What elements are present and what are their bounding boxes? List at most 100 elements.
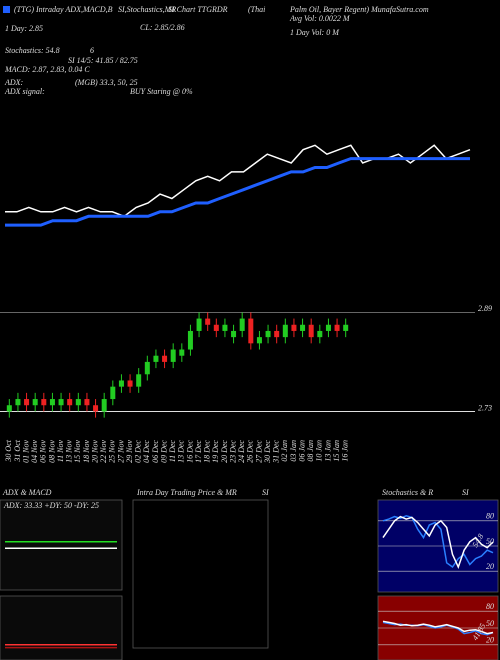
panel-box [0, 595, 123, 660]
x-tick-label: 24 Dec [237, 440, 246, 463]
x-tick-label: 13 Nov [65, 440, 74, 463]
x-tick-label: 27 Nov [116, 440, 125, 463]
x-tick-label: 02 Dec [134, 440, 143, 463]
header-text: SI,Stochastics,MR [118, 5, 176, 14]
header-text: (TTG) Intraday ADX,MACD,B [14, 5, 113, 14]
panel-subtitle: SI [462, 488, 469, 497]
candle-body [256, 337, 262, 344]
candle-body [334, 324, 340, 331]
y-tick-label: 2.73 [478, 403, 492, 412]
x-tick-label: 10 Jan [315, 440, 324, 462]
x-tick-label: 16 Dec [185, 440, 194, 463]
series-line [382, 621, 494, 636]
x-tick-label: 26 Dec [246, 440, 255, 463]
x-tick-label: 13 Dec [177, 440, 186, 463]
header-text: ADX: [4, 78, 24, 87]
candle-body [213, 324, 219, 331]
x-tick-label: 17 Dec [194, 440, 203, 463]
x-tick-label: 08 Nov [47, 440, 56, 463]
candle-body [41, 399, 47, 406]
x-tick-label: 15 Jan [332, 440, 341, 462]
candle-body [187, 330, 193, 350]
x-tick-label: 18 Dec [203, 440, 212, 463]
x-tick-label: 06 Jan [297, 440, 306, 462]
x-tick-label: 27 Dec [254, 440, 263, 463]
candle-body [265, 330, 271, 338]
panel-title: Stochastics & R [382, 488, 433, 497]
y-tick-label: 80 [486, 602, 494, 611]
candle-body [239, 318, 245, 331]
header-text: BUY Staring @ 0% [130, 87, 193, 96]
y-tick-label: 2.89 [478, 304, 492, 313]
header-text: Avg Vol: 0.0022 M [289, 14, 351, 23]
candle-body [153, 355, 159, 362]
candle-body [32, 399, 38, 406]
header-text: 1 Day Vol: 0 M [290, 28, 340, 37]
header-text: (MGB) 33.3, 50, 25 [75, 78, 138, 87]
header-text: CL: 2.85/2.86 [140, 23, 185, 32]
y-tick-label: 80 [486, 512, 494, 521]
x-tick-label: 11 Nov [56, 440, 65, 463]
candle-body [127, 380, 133, 387]
candle-body [343, 324, 349, 331]
header-text: SI 14/5: 41.85 / 82.75 [68, 56, 138, 65]
candle-body [136, 374, 142, 387]
candle-body [300, 324, 306, 331]
x-tick-label: 01 Nov [21, 440, 30, 463]
candle-body [24, 399, 30, 406]
header-text: Palm Oil, Bayer Regent) MunafaSutra.com [289, 5, 429, 14]
y-tick-label: 20 [486, 636, 494, 645]
x-tick-label: 29 Nov [125, 440, 134, 463]
series-line [382, 515, 494, 569]
candle-body [6, 405, 12, 412]
series-line [382, 620, 494, 635]
y-tick-label: 20 [486, 562, 494, 571]
candle-body [308, 324, 314, 338]
candle-body [67, 399, 73, 406]
x-tick-label: 04 Nov [30, 440, 39, 463]
candle-body [179, 349, 185, 356]
candle-body [58, 399, 64, 406]
candle-body [274, 330, 280, 338]
x-tick-label: 23 Dec [228, 440, 237, 463]
candle-body [118, 380, 124, 387]
candle-body [49, 399, 55, 406]
header-text: 6 [90, 46, 94, 55]
x-tick-label: 15 Nov [73, 440, 82, 463]
candle-body [325, 324, 331, 331]
candle-body [222, 324, 228, 331]
header-text: SI Chart TTGRDR [168, 5, 228, 14]
x-tick-label: 25 Nov [108, 440, 117, 463]
candle-body [144, 361, 150, 375]
candle-body [75, 399, 81, 406]
candle-body [84, 399, 90, 406]
candle-body [162, 355, 168, 362]
x-tick-label: 19 Dec [211, 440, 220, 463]
x-tick-label: 03 Jan [289, 440, 298, 462]
x-tick-label: 31 Oct [13, 439, 22, 462]
panel-box [132, 499, 269, 649]
candle-body [231, 330, 237, 338]
panel-subtitle: ADX: 33.33 +DY: 50 -DY: 25 [3, 501, 99, 510]
series-line [5, 157, 470, 227]
x-tick-label: 09 Dec [159, 440, 168, 463]
header-text: Stochastics: 54.8 [5, 46, 60, 55]
x-tick-label: 11 Dec [168, 440, 177, 463]
x-tick-label: 16 Jan [341, 440, 350, 462]
x-tick-label: 30 Oct [4, 439, 13, 462]
candle-body [15, 399, 21, 406]
x-tick-label: 06 Dec [151, 440, 160, 463]
x-tick-label: 13 Jan [323, 440, 332, 462]
x-tick-label: 30 Dec [263, 440, 272, 464]
candle-body [196, 318, 202, 331]
header-text: ADX signal: [4, 87, 45, 96]
candle-body [110, 386, 116, 400]
x-tick-label: 06 Nov [39, 440, 48, 463]
panel-title: Intra Day Trading Price & MR [136, 488, 237, 497]
series-line [382, 515, 494, 570]
panel-box [0, 499, 123, 591]
header-text: 1 Day: 2.85 [5, 24, 43, 33]
candle-body [101, 399, 107, 412]
candle-body [170, 349, 176, 362]
